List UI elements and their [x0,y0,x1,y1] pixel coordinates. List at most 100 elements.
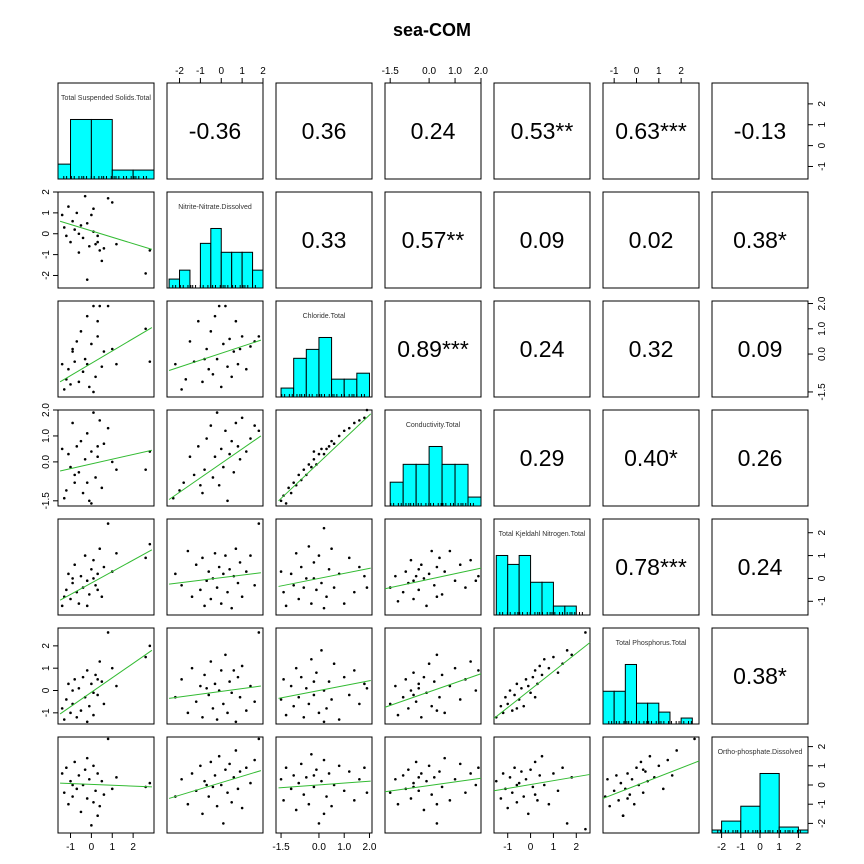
fit-line [59,649,153,715]
histogram-bar [179,269,191,289]
scatter-point [412,671,415,674]
scatter-point [520,770,523,773]
scatter-point [102,702,106,706]
tick-label: 2 [260,66,266,77]
scatter-point [85,756,89,760]
scatter-point [79,439,83,443]
scatter-point [253,700,256,703]
scatter-point [230,606,233,610]
scatter-point [201,380,204,384]
scatter-point [320,649,323,652]
scatter-point [62,791,66,794]
scatter-point [228,337,231,341]
scatter-point [215,586,219,589]
correlation-label: 0.09 [738,336,783,362]
scatter-point [536,799,539,802]
scatter-point [85,579,89,583]
scatter-point [310,657,313,661]
scatter-point [94,673,97,677]
scatter-point [289,684,293,688]
histogram-1: Nitrite-Nitrate.Dissolved [168,204,264,289]
tick-label: 0.0 [422,66,436,77]
scatter-point [207,693,211,697]
histogram-bar [90,118,113,180]
scatter-point [504,695,507,699]
scatter-point [98,660,102,663]
scatter-point [330,439,333,443]
tick-label: 0 [41,687,52,693]
scatter-point [240,595,244,599]
histogram-5: Total Phosphorus.Total [602,640,693,725]
scatter-point [363,416,366,420]
scatter-point [83,768,87,771]
tick-label: 2 [574,842,580,853]
scatter-point [342,789,346,793]
scatter-point [626,797,629,800]
scatter-point [222,465,225,469]
scatter-point [75,445,79,448]
tick-label: 0 [757,842,763,853]
scatter-point [666,758,670,762]
scatter-point [305,577,308,580]
scatter-point [641,768,645,771]
tick-label: 1.0 [41,429,52,443]
tick-label: -1 [817,799,828,808]
scatter-point [417,567,421,571]
scatter-panel-r6-c1 [168,737,262,825]
histogram-bar [454,463,469,507]
scatter-point [144,327,147,331]
scatter-point [90,213,93,217]
scatter-point [88,704,91,708]
bottom-axis-c4: -1 0 1 2 [503,832,580,853]
scatter-point [85,362,89,366]
histogram-bar [70,118,92,180]
scatter-point [438,556,441,560]
tick-label: -2 [717,842,726,853]
scatter-point [292,774,295,777]
scatter-point [409,797,413,800]
scatter-point [414,574,418,578]
scatter-point [77,602,81,605]
scatter-point [67,367,70,371]
scatter-point [83,357,87,361]
scatter-point [282,678,285,681]
panel-r6-c4 [493,736,591,834]
tick-label: 0 [817,142,828,148]
scatter-point [102,247,106,250]
correlation-label: 0.78*** [615,554,687,580]
scatter-point [67,205,70,208]
bottom-axis-c6: -2 -1 0 1 2 [717,832,802,853]
histogram-bar [778,826,799,834]
scatter-point [211,707,215,710]
scatter-point [102,565,106,569]
scatter-point [219,669,223,672]
panel-r1-c6 [711,191,809,289]
scatter-point [499,704,503,708]
tick-label: 2 [130,842,136,853]
fit-line [59,220,153,250]
scatter-point [257,737,261,741]
scatter-point [409,689,413,692]
scatter-point [240,416,244,420]
scatter-point [305,776,308,779]
scatter-point [215,411,219,414]
chart-title: sea-COM [393,20,471,40]
scatter-point [292,704,295,708]
scatter-point [213,682,217,686]
scatter-point [533,793,537,796]
fit-line [60,782,152,788]
histogram-bar [467,496,482,507]
scatter-point [144,655,147,659]
scatter-point [325,595,328,599]
tick-label: -2 [817,819,828,828]
histogram-bar [402,463,417,507]
scatter-point [310,465,313,469]
scatter-point [249,437,252,440]
histogram-bar [759,772,780,834]
scatter-point [90,342,93,346]
scatter-point [205,347,208,351]
scatter-point [73,678,76,681]
scatter-point [337,434,341,438]
histogram-bar [318,336,333,398]
fit-line [384,777,482,793]
